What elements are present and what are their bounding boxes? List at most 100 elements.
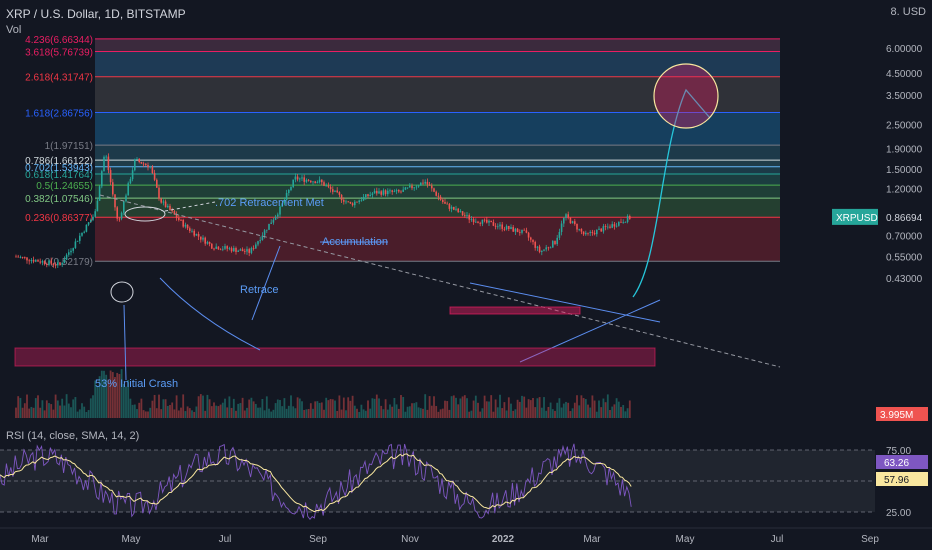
candle-body xyxy=(450,206,453,209)
candle-body xyxy=(527,232,530,238)
candle-body xyxy=(591,232,594,233)
volume-bar xyxy=(593,400,596,418)
candle-body xyxy=(424,181,426,184)
volume-bar xyxy=(415,402,418,418)
volume-bar xyxy=(257,407,259,418)
candle-body xyxy=(149,166,151,168)
volume-bar xyxy=(250,397,253,418)
candle-body xyxy=(125,195,127,202)
candle-body xyxy=(235,248,237,252)
volume-bar xyxy=(345,410,347,418)
volume-bar xyxy=(39,407,42,418)
candle-body xyxy=(536,246,539,248)
volume-bar xyxy=(129,398,132,418)
candle-body xyxy=(554,241,556,245)
volume-bar xyxy=(45,400,48,418)
volume-bar xyxy=(160,409,163,418)
volume-bar xyxy=(173,409,176,418)
candle-body xyxy=(525,230,528,233)
candle-body xyxy=(266,229,268,231)
candle-body xyxy=(175,214,178,219)
volume-bar xyxy=(59,405,61,418)
candle-body xyxy=(624,222,627,223)
volume-bar xyxy=(30,406,33,418)
volume-bar xyxy=(422,408,424,418)
candle-body xyxy=(118,218,121,220)
candle-body xyxy=(30,259,33,262)
volume-bar xyxy=(613,404,616,418)
candle-body xyxy=(50,260,52,264)
candle-body xyxy=(613,224,616,227)
volume-bar xyxy=(362,409,365,418)
candle-body xyxy=(94,211,96,217)
volume-bar xyxy=(507,397,510,418)
candle-body xyxy=(420,182,422,186)
candle-body xyxy=(228,248,231,250)
volume-bar xyxy=(17,396,20,418)
candle-body xyxy=(516,228,519,233)
volume-bar xyxy=(547,406,550,418)
volume-bar xyxy=(316,401,319,418)
volume-bar xyxy=(320,402,323,418)
candle-body xyxy=(404,187,407,190)
volume-value: 3.995M xyxy=(880,410,913,421)
volume-bar xyxy=(578,405,581,418)
candle-body xyxy=(162,201,165,203)
volume-bar xyxy=(334,400,336,418)
candle-body xyxy=(224,246,226,249)
candle-body xyxy=(360,200,363,202)
candle-body xyxy=(244,251,246,252)
candle-body xyxy=(230,248,233,252)
candle-body xyxy=(532,239,534,242)
volume-bar xyxy=(109,370,112,418)
volume-bar xyxy=(180,407,182,418)
currency-selector[interactable]: 8. USD xyxy=(891,6,926,18)
volume-bar xyxy=(195,406,198,418)
candle-body xyxy=(226,246,228,249)
candle-body xyxy=(90,219,92,223)
candle-body xyxy=(347,201,349,203)
volume-bar xyxy=(609,410,611,418)
volume-bar xyxy=(283,398,286,418)
candle-body xyxy=(378,191,380,194)
price-tick-label: 2.50000 xyxy=(886,120,923,131)
candle-body xyxy=(479,222,481,224)
volume-bar xyxy=(360,404,363,418)
rsi-value-badge xyxy=(876,455,928,469)
candle-body xyxy=(208,242,211,244)
candle-body xyxy=(574,221,576,224)
candle-body xyxy=(556,237,558,245)
currency-prefix: 8. xyxy=(890,6,900,18)
candle-body xyxy=(585,232,587,235)
time-tick-label: Nov xyxy=(401,534,419,545)
candle-body xyxy=(299,178,301,180)
volume-bar xyxy=(378,398,380,418)
volume-bar xyxy=(525,407,528,418)
volume-bar xyxy=(461,396,464,418)
annotations: .702 Retracement Met Accumulation Retrace 5… xyxy=(95,197,388,390)
volume-bar xyxy=(309,403,312,418)
candle-body xyxy=(189,228,191,232)
rsi-sma-line xyxy=(0,453,632,513)
volume-bar xyxy=(105,374,108,418)
volume-bar xyxy=(375,394,378,418)
fib-label: 0.786(1.66122) xyxy=(25,156,93,167)
candle-body xyxy=(206,242,209,244)
candle-body xyxy=(202,237,204,240)
volume-bar xyxy=(298,398,301,418)
candle-body xyxy=(281,203,283,207)
candle-body xyxy=(109,170,112,183)
fib-band xyxy=(95,217,780,262)
candle-body xyxy=(233,248,235,252)
candle-body xyxy=(336,190,338,193)
volume-bar xyxy=(558,398,561,418)
candle-body xyxy=(173,211,176,215)
volume-bar xyxy=(116,372,119,418)
volume-bar xyxy=(131,404,134,418)
volume-bar xyxy=(230,407,233,418)
candle-body xyxy=(459,211,462,213)
candle-body xyxy=(19,256,22,258)
time-tick-label: May xyxy=(676,534,695,545)
volume-bar xyxy=(171,402,174,418)
